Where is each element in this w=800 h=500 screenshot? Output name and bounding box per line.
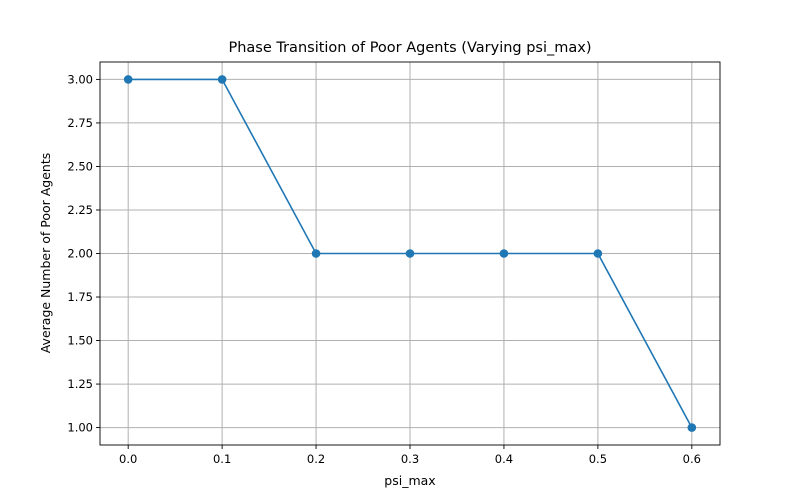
data-point <box>311 249 321 258</box>
data-point <box>405 249 415 258</box>
y-tick-label: 1.25 <box>67 377 93 391</box>
data-point <box>499 249 509 258</box>
x-tick-label: 0.6 <box>683 452 701 466</box>
y-tick-label: 1.00 <box>67 421 93 435</box>
series-layer <box>123 75 697 432</box>
data-point <box>217 75 227 84</box>
y-tick-label: 2.25 <box>67 203 93 217</box>
data-point <box>593 249 603 258</box>
x-tick-label: 0.4 <box>495 452 513 466</box>
x-tick-label: 0.1 <box>213 452 231 466</box>
y-tick-label: 2.75 <box>67 116 93 130</box>
x-tick-label: 0.0 <box>119 452 137 466</box>
y-tick-label: 1.75 <box>67 290 93 304</box>
data-point <box>123 75 133 84</box>
tick-layer: 0.0 0.1 0.2 0.3 0.4 0.5 0.6 1.00 1.25 1.50 1.75 2.0… <box>67 72 701 466</box>
y-tick-label: 2.00 <box>67 247 93 261</box>
x-tick-label: 0.2 <box>307 452 325 466</box>
y-tick-label: 3.00 <box>67 72 93 86</box>
x-axis-label: psi_max <box>384 473 435 488</box>
x-tick-label: 0.5 <box>589 452 607 466</box>
x-tick-label: 0.3 <box>401 452 419 466</box>
chart-title: Phase Transition of Poor Agents (Varying… <box>228 40 591 56</box>
y-tick-label: 1.50 <box>67 334 93 348</box>
data-point <box>687 423 697 432</box>
y-axis-label: Average Number of Poor Agents <box>38 153 53 354</box>
y-tick-label: 2.50 <box>67 159 93 173</box>
